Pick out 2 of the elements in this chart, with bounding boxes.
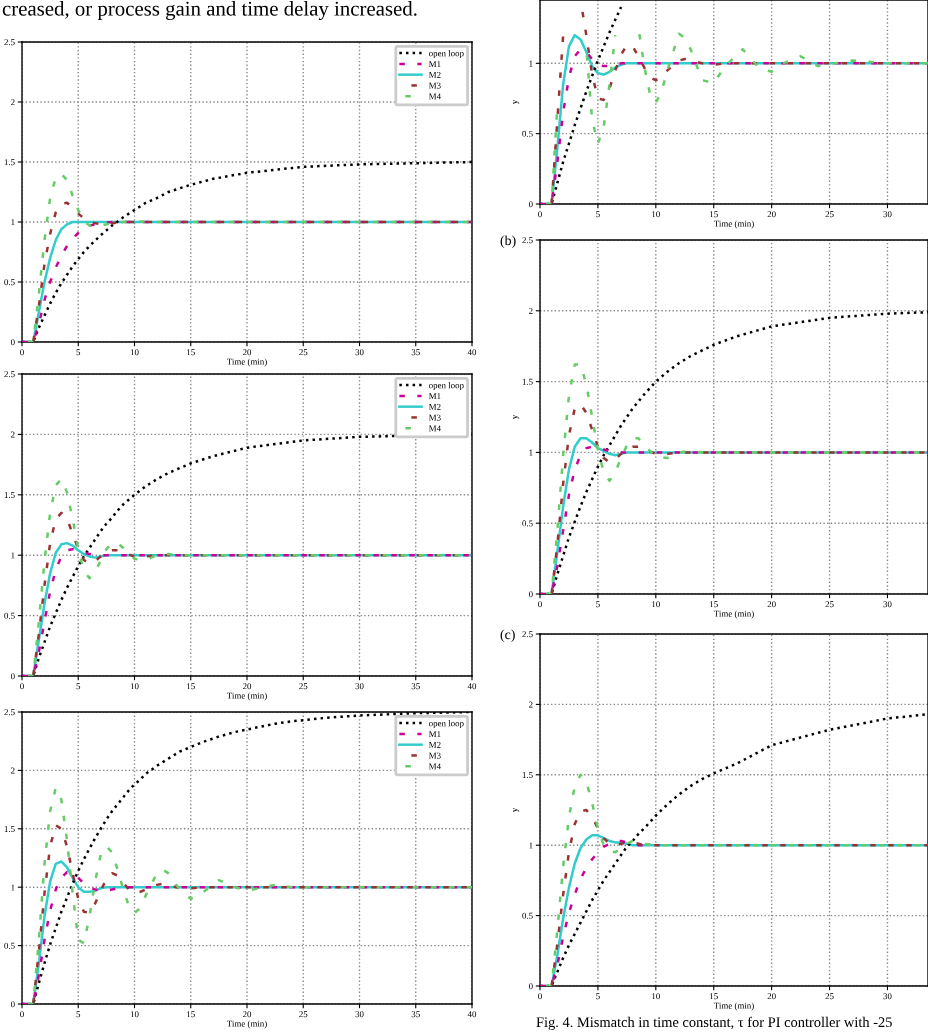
line-series <box>540 839 646 986</box>
text: creased, or process gain and time delay increased. <box>2 1 417 20</box>
